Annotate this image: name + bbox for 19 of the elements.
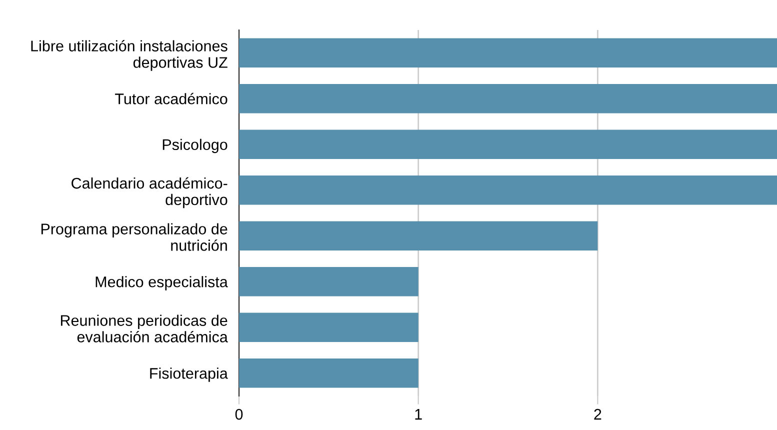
y-tick-label: Psicologo [162, 138, 228, 154]
bar [239, 312, 418, 342]
y-tick-label: Fisioterapia [150, 368, 228, 382]
bar [239, 84, 777, 114]
bar [239, 221, 598, 251]
bar [239, 175, 777, 205]
y-tick-label: Calendario académico- deportivo [72, 177, 228, 208]
x-tick-label: 1 [415, 409, 422, 420]
y-tick-label: Medico especialista [96, 276, 228, 290]
x-tick-label: 2 [594, 408, 602, 420]
y-tick-label: Reuniones periodicas de evaluación académica [60, 314, 228, 342]
x-tick-label: 0 [235, 408, 243, 420]
bar [239, 38, 777, 68]
y-tick-label: Programa personalizado de nutrición [41, 223, 228, 251]
bar [239, 266, 418, 296]
bar [239, 130, 777, 160]
bar [239, 358, 418, 388]
y-tick-label: Libre utilización instalaciones deportivas UZ [31, 40, 228, 71]
y-tick-label: Tutor académico [115, 92, 228, 104]
